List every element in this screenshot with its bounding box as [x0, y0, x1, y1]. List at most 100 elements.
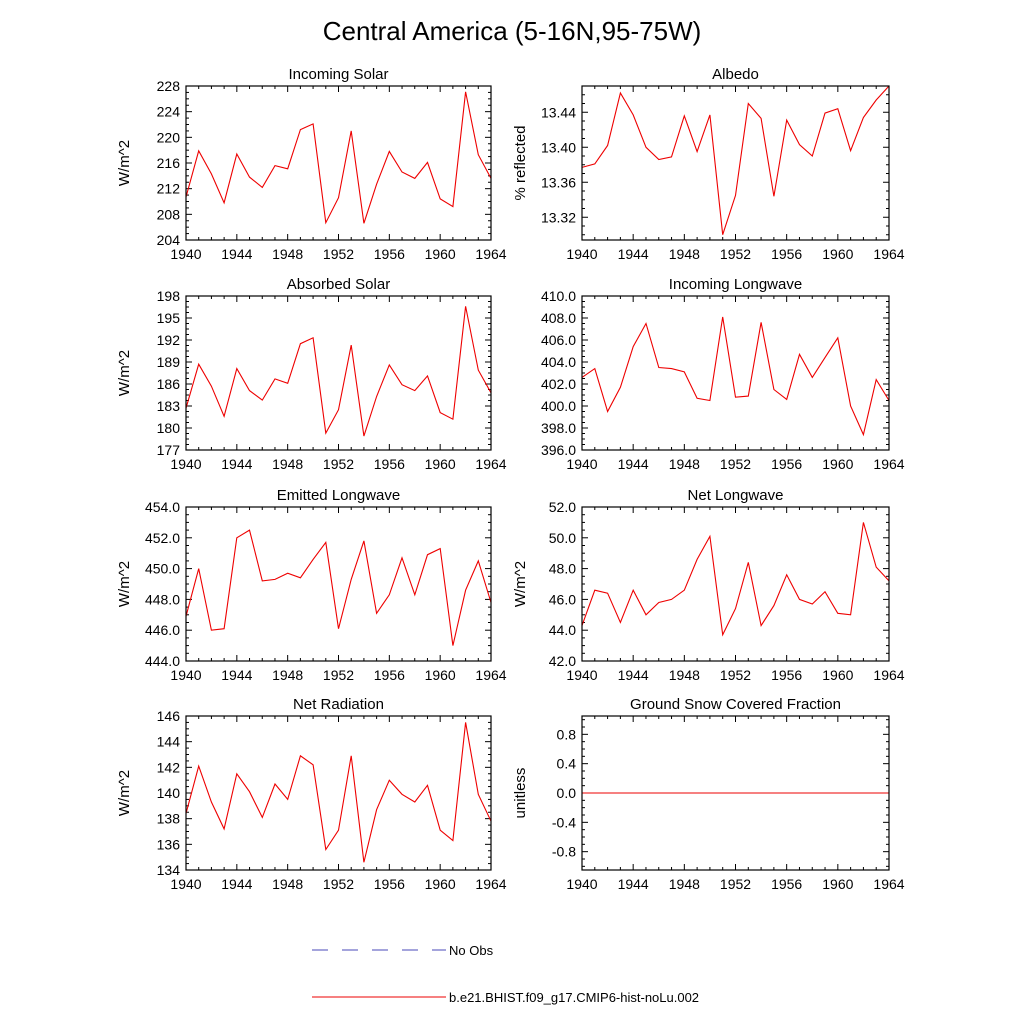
x-tick-label: 1940 [170, 667, 201, 683]
x-tick-label: 1964 [475, 667, 506, 683]
y-tick-label: 224 [157, 104, 181, 120]
x-tick-label: 1956 [374, 667, 405, 683]
y-tick-label: 228 [157, 78, 181, 94]
y-tick-label: 180 [157, 420, 181, 436]
y-axis-label: W/m^2 [116, 350, 133, 396]
x-tick-label: 1960 [425, 667, 456, 683]
y-tick-label: 48.0 [549, 561, 576, 577]
y-tick-label: 450.0 [145, 561, 180, 577]
y-tick-label: 13.40 [541, 139, 576, 155]
x-tick-label: 1948 [669, 246, 700, 262]
y-tick-label: 398.0 [541, 420, 576, 436]
series-line-albedo [581, 85, 890, 235]
plot-frame [581, 715, 890, 871]
y-tick-label: 13.44 [541, 104, 576, 120]
x-tick-label: 1948 [669, 667, 700, 683]
y-tick-label: 136 [157, 836, 181, 852]
y-tick-label: 212 [157, 181, 181, 197]
y-tick-label: 50.0 [549, 530, 576, 546]
x-tick-label: 1940 [170, 456, 201, 472]
x-tick-label: 1944 [221, 246, 252, 262]
y-tick-label: 404.0 [541, 354, 576, 370]
plot-frame [581, 85, 890, 241]
y-tick-label: 198 [157, 288, 181, 304]
y-tick-label: 410.0 [541, 288, 576, 304]
x-tick-label: 1944 [221, 876, 252, 892]
x-tick-label: 1952 [720, 876, 751, 892]
y-tick-label: 400.0 [541, 398, 576, 414]
x-tick-label: 1964 [475, 876, 506, 892]
y-tick-label: -0.8 [552, 844, 576, 860]
x-tick-label: 1956 [771, 456, 802, 472]
panel-title: Absorbed Solar [287, 276, 390, 293]
x-tick-label: 1964 [873, 876, 904, 892]
x-tick-label: 1952 [323, 667, 354, 683]
x-tick-label: 1964 [475, 456, 506, 472]
y-tick-label: 408.0 [541, 310, 576, 326]
panel-albedo: Albedo % reflected 1940 1944 1948 1952 1956 196… [512, 66, 905, 262]
series-line-net-longwave [581, 522, 890, 637]
x-tick-label: 1956 [374, 876, 405, 892]
x-tick-label: 1964 [873, 667, 904, 683]
x-tick-label: 1952 [720, 456, 751, 472]
panel-title: Emitted Longwave [277, 487, 400, 504]
y-axis-label: W/m^2 [116, 561, 133, 607]
x-tick-label: 1948 [272, 246, 303, 262]
legend-label: b.e21.BHIST.f09_g17.CMIP6-hist-noLu.002 [449, 990, 699, 1005]
x-tick-label: 1952 [720, 246, 751, 262]
x-tick-label: 1944 [221, 456, 252, 472]
y-tick-label: 204 [157, 232, 181, 248]
plot-frame [581, 295, 890, 451]
legend-label: No Obs [449, 943, 494, 958]
x-tick-label: 1956 [374, 456, 405, 472]
panel-title: Incoming Longwave [669, 276, 802, 293]
y-tick-label: 13.32 [541, 209, 576, 225]
panel-incoming-longwave: Incoming Longwave 1940 1944 1948 1952 1956 196… [541, 276, 905, 472]
figure-title: Central America (5-16N,95-75W) [323, 16, 702, 46]
x-tick-label: 1944 [618, 876, 649, 892]
y-tick-label: 0.0 [557, 785, 577, 801]
plot-frame [185, 85, 492, 241]
x-tick-label: 1952 [323, 456, 354, 472]
panel-emitted-longwave: Emitted Longwave W/m^2 1940 1944 1948 1952 195… [116, 487, 507, 683]
y-tick-label: -0.4 [552, 814, 576, 830]
panel-title: Net Radiation [293, 696, 384, 713]
series-line-incoming-solar [185, 91, 492, 225]
plot-frame [185, 506, 492, 662]
y-tick-label: 195 [157, 310, 181, 326]
y-axis-label: unitless [512, 768, 529, 819]
x-tick-label: 1948 [272, 456, 303, 472]
x-tick-label: 1960 [822, 456, 853, 472]
x-tick-label: 1960 [425, 456, 456, 472]
x-tick-label: 1964 [873, 456, 904, 472]
x-tick-label: 1948 [669, 456, 700, 472]
x-tick-label: 1960 [425, 876, 456, 892]
y-tick-label: 0.8 [557, 726, 577, 742]
y-tick-label: 208 [157, 206, 181, 222]
series-line-absorbed-solar [185, 306, 492, 437]
x-tick-label: 1940 [566, 456, 597, 472]
plot-frame [185, 715, 492, 871]
x-tick-label: 1944 [618, 667, 649, 683]
x-tick-label: 1956 [771, 667, 802, 683]
plot-frame [581, 506, 890, 662]
panels: Incoming Solar W/m^2 1940 1944 1948 1952 1956 1… [116, 66, 905, 892]
y-tick-label: 144 [157, 734, 181, 750]
y-tick-label: 177 [157, 442, 181, 458]
y-tick-label: 446.0 [145, 622, 180, 638]
y-tick-label: 138 [157, 811, 181, 827]
y-axis-label: % reflected [512, 125, 529, 200]
x-tick-label: 1960 [822, 876, 853, 892]
y-tick-label: 192 [157, 332, 181, 348]
x-tick-label: 1960 [822, 667, 853, 683]
y-tick-label: 444.0 [145, 653, 180, 669]
y-tick-label: 46.0 [549, 591, 576, 607]
y-tick-label: 186 [157, 376, 181, 392]
x-tick-label: 1944 [618, 246, 649, 262]
panel-ground-snow-covered-fraction: Ground Snow Covered Fraction unitless 1940… [512, 696, 905, 892]
y-tick-label: 402.0 [541, 376, 576, 392]
x-tick-label: 1944 [221, 667, 252, 683]
y-tick-label: 406.0 [541, 332, 576, 348]
x-tick-label: 1956 [374, 246, 405, 262]
panel-title: Albedo [712, 66, 759, 83]
